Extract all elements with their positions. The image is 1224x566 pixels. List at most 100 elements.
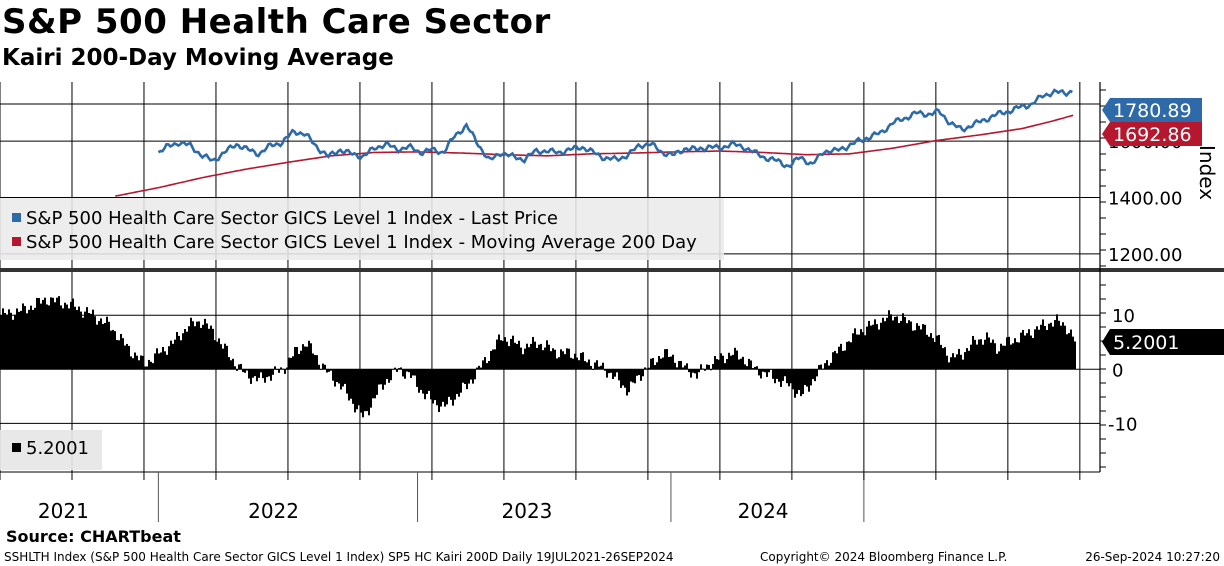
kairi-bar (1074, 341, 1076, 370)
kairi-bar (472, 369, 474, 384)
kairi-bar (154, 353, 156, 370)
kairi-bar (280, 367, 282, 370)
kairi-bar (22, 303, 24, 370)
kairi-bar (290, 357, 292, 370)
kairi-bar (304, 346, 306, 370)
kairi-bar (620, 369, 622, 388)
kairi-bar (276, 369, 278, 370)
kairi-bar (806, 369, 808, 387)
kairi-bar (846, 341, 848, 370)
kairi-bar (614, 369, 616, 377)
kairi-bar (852, 333, 854, 370)
kairi-bar (870, 325, 872, 370)
kairi-bar (264, 369, 266, 383)
kairi-bar (558, 357, 560, 370)
kairi-bar (540, 343, 542, 370)
kairi-bar (530, 343, 532, 370)
kairi-bar (318, 364, 320, 370)
kairi-bar (18, 311, 20, 370)
kairi-bar (204, 318, 206, 370)
kairi-bar (422, 369, 424, 394)
kairi-bar (860, 329, 862, 370)
kairi-bar (166, 354, 168, 370)
kairi-bar (456, 369, 458, 395)
kairi-bar (956, 354, 958, 370)
kairi-bar (652, 358, 654, 370)
kairi-bar (328, 369, 330, 372)
kairi-bar (322, 363, 324, 370)
kairi-bar (542, 350, 544, 370)
kairi-bar (234, 366, 236, 370)
kairi-bar (790, 369, 792, 384)
kairi-bar (906, 323, 908, 370)
kairi-bar (838, 346, 840, 370)
kairi-bar (478, 365, 480, 370)
kairi-bar (2, 308, 4, 370)
kairi-bar (904, 317, 906, 370)
kairi-bar (946, 355, 948, 370)
kairi-bar (958, 348, 960, 370)
kairi-bar (240, 363, 242, 370)
kairi-bar (636, 369, 638, 376)
kairi-bar (950, 357, 952, 370)
kairi-bar (256, 369, 258, 382)
kairi-bar (992, 339, 994, 370)
kairi-bar (468, 369, 470, 384)
kairi-bar (554, 349, 556, 370)
kairi-bar (1016, 342, 1018, 370)
kairi-bar (564, 354, 566, 370)
kairi-bar (784, 369, 786, 377)
kairi-bar (630, 369, 632, 382)
kairi-bar (114, 331, 116, 370)
kairi-panel (0, 296, 1076, 418)
xtick-label: 2024 (738, 499, 789, 523)
kairi-bar (722, 355, 724, 370)
kairi-bar (744, 364, 746, 370)
kairi-bar (252, 369, 254, 378)
kairi-bar (496, 339, 498, 370)
kairi-bar (436, 369, 438, 406)
kairi-bar (580, 352, 582, 370)
kairi-bar (656, 362, 658, 370)
kairi-bar (200, 327, 202, 370)
kairi-bar (1050, 322, 1052, 370)
kairi-bar (498, 334, 500, 370)
kairi-bar (230, 360, 232, 370)
kairi-bar (160, 352, 162, 370)
kairi-bar (76, 310, 78, 370)
kairi-bar (826, 360, 828, 370)
kairi-bar (462, 369, 464, 383)
kairi-bar (220, 344, 222, 370)
kairi-bar (48, 305, 50, 370)
xtick-label: 2023 (502, 499, 553, 523)
kairi-bar (764, 369, 766, 373)
kairi-bar (390, 369, 392, 381)
kairi-bar (90, 313, 92, 370)
kairi-bar (710, 369, 712, 371)
kairi-bar (550, 351, 552, 370)
kairi-bar (740, 358, 742, 370)
kairi-bar (844, 350, 846, 370)
kairi-bar (878, 329, 880, 370)
kairi-bar (330, 369, 332, 371)
kairi-bar (932, 338, 934, 370)
kairi-bar (918, 325, 920, 370)
kairi-bar (732, 354, 734, 370)
kairi-bar (804, 369, 806, 386)
kairi-bar (692, 369, 694, 373)
ma-200-value: 1692.86 (1113, 124, 1192, 146)
kairi-bar (778, 369, 780, 382)
kairi-bar (382, 369, 384, 390)
kairi-bar (800, 369, 802, 397)
kairi-bar (696, 369, 698, 379)
kairi-bar (120, 333, 122, 370)
kairi-bar (538, 344, 540, 370)
kairi-bar (522, 354, 524, 370)
kairi-bar (720, 353, 722, 370)
kairi-bar (938, 334, 940, 370)
kairi-bar (42, 299, 44, 370)
kairi-bar (460, 369, 462, 393)
kairi-bar (736, 350, 738, 370)
kairi-bar (502, 340, 504, 370)
legend-item-last-price: S&P 500 Health Care Sector GICS Level 1 … (12, 208, 558, 229)
